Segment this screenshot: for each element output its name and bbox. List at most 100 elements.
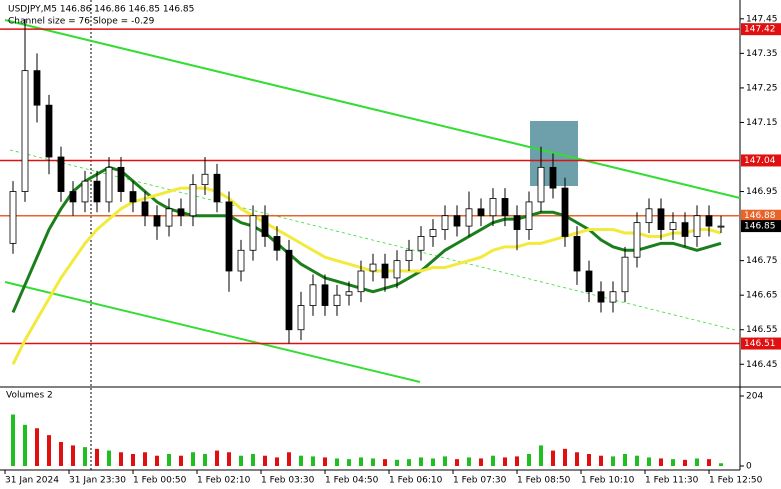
x-tick-label: 31 Jan 2024 bbox=[5, 476, 59, 486]
x-tick-label: 1 Feb 12:50 bbox=[709, 476, 763, 486]
candle-body bbox=[405, 249, 413, 262]
volume-bar bbox=[299, 455, 303, 466]
candle-body bbox=[381, 263, 389, 279]
volume-bar bbox=[575, 452, 579, 466]
channel-lower bbox=[4, 281, 421, 383]
candle-body bbox=[129, 191, 137, 203]
x-tick-label: 1 Feb 07:30 bbox=[453, 476, 507, 486]
moving-average bbox=[11, 165, 722, 314]
volume-bar bbox=[587, 453, 591, 466]
x-tick-label: 1 Feb 08:50 bbox=[517, 476, 571, 486]
volume-bar bbox=[287, 452, 291, 466]
candle-body bbox=[165, 208, 173, 227]
volume-bar bbox=[515, 456, 519, 466]
candle-body bbox=[297, 305, 305, 331]
y-tick-label: 146.75 bbox=[746, 256, 778, 266]
level-label: 146.51 bbox=[744, 339, 776, 349]
volume-bar bbox=[35, 428, 39, 466]
candle-body bbox=[393, 260, 401, 279]
volume-bar bbox=[551, 450, 555, 466]
volume-bar bbox=[347, 459, 351, 466]
candle-body bbox=[105, 166, 113, 203]
volume-bar bbox=[671, 459, 675, 466]
candle-body bbox=[225, 201, 233, 272]
volume-bar bbox=[11, 414, 15, 466]
current-price-box bbox=[741, 220, 781, 233]
volume-bar bbox=[527, 453, 531, 466]
candle-body bbox=[69, 191, 77, 203]
candle-body bbox=[429, 229, 437, 237]
volume-bar bbox=[47, 435, 51, 466]
candle-body bbox=[177, 208, 185, 217]
volume-bar bbox=[563, 448, 567, 466]
candle-body bbox=[561, 187, 569, 237]
volume-bar bbox=[707, 459, 711, 466]
volume-bar bbox=[359, 457, 363, 466]
candle-body bbox=[309, 284, 317, 306]
volume-bar bbox=[227, 452, 231, 466]
candle-body bbox=[237, 249, 245, 272]
volume-bar bbox=[623, 453, 627, 466]
candle-body bbox=[117, 166, 125, 192]
volume-bar bbox=[251, 453, 255, 466]
candle-body bbox=[537, 166, 545, 203]
y-tick-label: 146.55 bbox=[746, 325, 778, 335]
candle-body bbox=[201, 173, 209, 186]
level-label-box bbox=[741, 154, 781, 167]
level-label: 146.88 bbox=[744, 211, 776, 221]
candle-body bbox=[249, 215, 257, 251]
candle-body bbox=[669, 222, 677, 230]
candle-body bbox=[21, 70, 29, 192]
candle-body bbox=[693, 215, 701, 237]
volume-bar bbox=[635, 455, 639, 466]
y-tick-label: 146.45 bbox=[746, 360, 778, 370]
volume-bar bbox=[239, 455, 243, 466]
candle-body bbox=[717, 225, 725, 228]
candle-body bbox=[525, 201, 533, 230]
candle-body bbox=[273, 236, 281, 251]
volume-bar bbox=[611, 456, 615, 466]
level-label-box bbox=[741, 337, 781, 350]
level-label-box bbox=[741, 23, 781, 36]
current-price-label: 146.85 bbox=[744, 222, 776, 232]
x-tick-label: 1 Feb 10:10 bbox=[581, 476, 635, 486]
candle-body bbox=[441, 215, 449, 230]
x-tick-label: 1 Feb 11:30 bbox=[645, 476, 699, 486]
volume-bar bbox=[155, 455, 159, 466]
volume-bar bbox=[659, 458, 663, 466]
volume-bar bbox=[647, 457, 651, 466]
volume-bar bbox=[467, 457, 471, 466]
volume-bar bbox=[443, 456, 447, 466]
candle-body bbox=[573, 236, 581, 272]
candle-body bbox=[45, 104, 53, 158]
volume-bar bbox=[479, 458, 483, 466]
candle-body bbox=[285, 249, 293, 331]
volume-bar bbox=[71, 445, 75, 466]
candle-body bbox=[213, 173, 221, 203]
y-tick-label: 146.65 bbox=[746, 291, 778, 301]
y-tick-label: 147.45 bbox=[746, 14, 778, 24]
candle-body bbox=[93, 180, 101, 203]
volume-bar bbox=[311, 456, 315, 466]
candle-body bbox=[513, 215, 521, 230]
candle-body bbox=[333, 294, 341, 306]
volume-bar bbox=[395, 459, 399, 466]
plot: 147.45 147.35 147.25 147.15 146.95 146.75 146.… bbox=[0, 14, 781, 486]
volume-bar bbox=[59, 441, 63, 466]
volume-bar bbox=[491, 455, 495, 466]
moving-average bbox=[11, 186, 722, 365]
level-label: 147.04 bbox=[744, 156, 776, 166]
volume-bar bbox=[107, 450, 111, 466]
candle-body bbox=[345, 291, 353, 296]
candle-body bbox=[33, 70, 41, 106]
volume-bar bbox=[503, 457, 507, 466]
level-label-box bbox=[741, 209, 781, 222]
candle-body bbox=[57, 156, 65, 192]
volume-bar bbox=[431, 458, 435, 466]
candle-body bbox=[189, 184, 197, 217]
x-tick-label: 31 Jan 23:30 bbox=[69, 476, 126, 486]
volume-tick-label: 0 bbox=[746, 462, 752, 472]
x-tick-label: 1 Feb 02:10 bbox=[197, 476, 251, 486]
candle-body bbox=[597, 291, 605, 303]
